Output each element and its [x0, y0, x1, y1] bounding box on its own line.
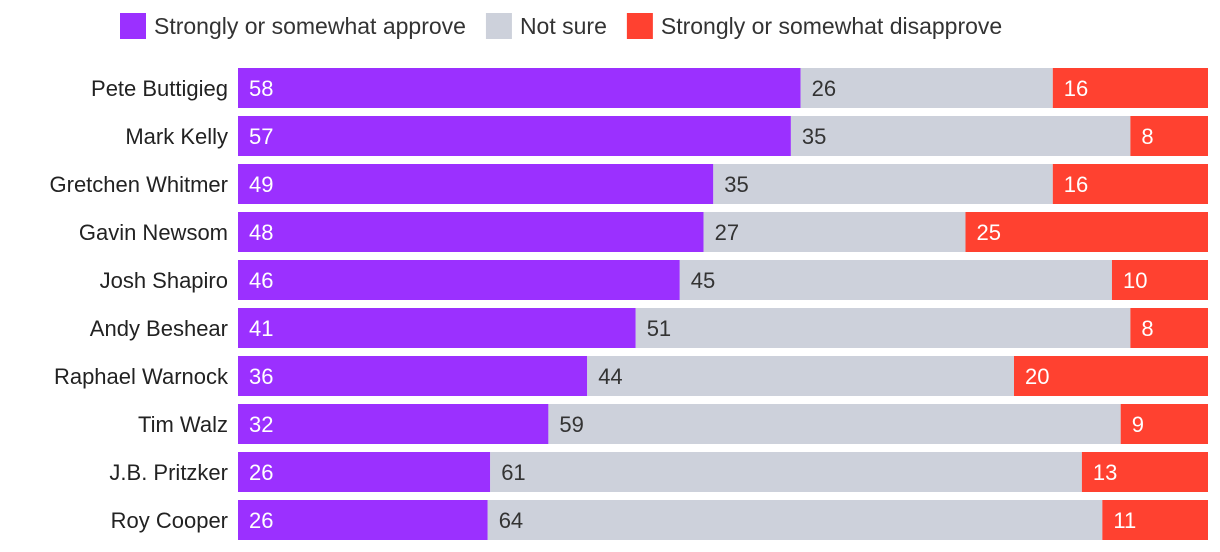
bar-row: Mark Kelly 57 35 8 — [125, 116, 1208, 156]
data-label: 46 — [249, 268, 273, 293]
data-label: 49 — [249, 172, 273, 197]
bar-row: Tim Walz 32 59 9 — [138, 404, 1208, 444]
bar-segment-2 — [1081, 452, 1208, 492]
category-label: Tim Walz — [138, 412, 228, 437]
bar-segment-1 — [548, 404, 1121, 444]
data-label: 16 — [1064, 76, 1088, 101]
bar-segment-0 — [238, 452, 491, 492]
data-label: 57 — [249, 124, 273, 149]
data-label: 41 — [249, 316, 273, 341]
bar-segment-1 — [490, 452, 1082, 492]
bar-segment-2 — [1014, 356, 1208, 396]
chart-rows: Pete Buttigieg 58 26 16 Mark Kelly 57 35 8 Gretc… — [50, 68, 1208, 540]
bar-segment-2 — [1111, 260, 1208, 300]
data-label: 45 — [691, 268, 715, 293]
category-label: Roy Cooper — [111, 508, 228, 533]
bar-segment-2 — [965, 212, 1208, 252]
bar-row: J.B. Pritzker 26 61 13 — [109, 452, 1208, 492]
category-label: J.B. Pritzker — [109, 460, 228, 485]
bar-segment-1 — [703, 212, 966, 252]
data-label: 8 — [1141, 124, 1153, 149]
data-label: 35 — [802, 124, 826, 149]
legend-swatch-1 — [485, 13, 512, 39]
data-label: 35 — [724, 172, 748, 197]
bar-segment-1 — [800, 68, 1053, 108]
data-label: 48 — [249, 220, 273, 245]
data-label: 26 — [812, 76, 836, 101]
bar-segment-1 — [635, 308, 1131, 348]
bar-row: Gretchen Whitmer 49 35 16 — [50, 164, 1208, 204]
bar-segment-0 — [238, 68, 801, 108]
bar-row: Pete Buttigieg 58 26 16 — [91, 68, 1208, 108]
category-label: Mark Kelly — [125, 124, 228, 149]
data-label: 58 — [249, 76, 273, 101]
legend-label-2: Strongly or somewhat disapprove — [661, 13, 1002, 39]
bar-segment-0 — [238, 308, 636, 348]
bar-segment-0 — [238, 260, 680, 300]
data-label: 59 — [559, 412, 583, 437]
bar-segment-0 — [238, 404, 549, 444]
bar-row: Josh Shapiro 46 45 10 — [100, 260, 1208, 300]
bar-row: Gavin Newsom 48 27 25 — [79, 212, 1208, 252]
bar-segment-1 — [790, 116, 1131, 156]
bar-row: Roy Cooper 26 64 11 — [111, 500, 1208, 540]
bar-row: Raphael Warnock 36 44 20 — [54, 356, 1208, 396]
legend-label-1: Not sure — [520, 13, 607, 39]
category-label: Raphael Warnock — [54, 364, 229, 389]
bar-segment-2 — [1052, 68, 1208, 108]
data-label: 44 — [598, 364, 622, 389]
data-label: 64 — [499, 508, 523, 533]
data-label: 13 — [1093, 460, 1117, 485]
bar-segment-2 — [1130, 308, 1208, 348]
data-label: 10 — [1123, 268, 1147, 293]
data-label: 36 — [249, 364, 273, 389]
legend-swatch-2 — [626, 13, 653, 39]
bar-segment-1 — [487, 500, 1103, 540]
bar-segment-0 — [238, 164, 714, 204]
bar-segment-0 — [238, 116, 791, 156]
bar-segment-1 — [679, 260, 1112, 300]
data-label: 11 — [1113, 508, 1136, 533]
bar-segment-2 — [1120, 404, 1208, 444]
data-label: 9 — [1132, 412, 1144, 437]
data-label: 32 — [249, 412, 273, 437]
data-label: 8 — [1141, 316, 1153, 341]
data-label: 61 — [501, 460, 525, 485]
bar-segment-0 — [238, 212, 704, 252]
bar-segment-1 — [713, 164, 1053, 204]
bar-segment-2 — [1130, 116, 1208, 156]
data-label: 20 — [1025, 364, 1049, 389]
category-label: Josh Shapiro — [100, 268, 228, 293]
legend-label-0: Strongly or somewhat approve — [154, 13, 466, 39]
bar-segment-0 — [238, 356, 588, 396]
bar-segment-2 — [1102, 500, 1208, 540]
legend: Strongly or somewhat approve Not sure Stro… — [120, 13, 1002, 39]
category-label: Pete Buttigieg — [91, 76, 228, 101]
category-label: Andy Beshear — [90, 316, 228, 341]
category-label: Gretchen Whitmer — [50, 172, 229, 197]
bar-segment-1 — [587, 356, 1014, 396]
data-label: 26 — [249, 460, 273, 485]
bar-segment-0 — [238, 500, 488, 540]
category-label: Gavin Newsom — [79, 220, 228, 245]
data-label: 51 — [647, 316, 671, 341]
legend-swatch-0 — [120, 13, 146, 39]
bar-row: Andy Beshear 41 51 8 — [90, 308, 1208, 348]
data-label: 25 — [977, 220, 1001, 245]
data-label: 27 — [715, 220, 739, 245]
data-label: 16 — [1064, 172, 1088, 197]
bar-segment-2 — [1052, 164, 1208, 204]
data-label: 26 — [249, 508, 273, 533]
